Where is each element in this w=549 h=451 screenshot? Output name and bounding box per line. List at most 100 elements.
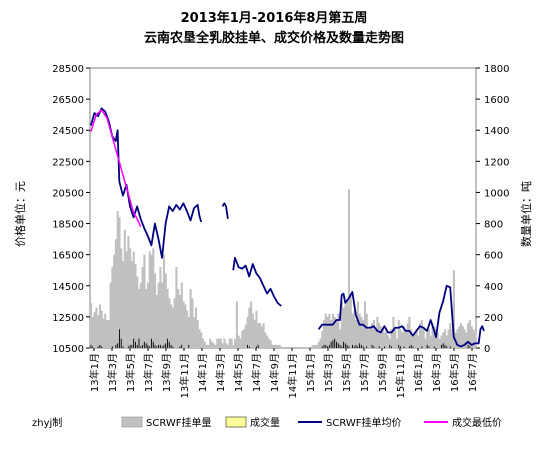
listing-volume-bar xyxy=(467,323,470,348)
listing-volume-bar xyxy=(433,326,436,348)
deal-volume-bar xyxy=(343,341,345,348)
deal-volume-bar xyxy=(332,340,334,348)
listing-avg-price-line xyxy=(232,256,282,307)
deal-volume-bar xyxy=(135,341,136,348)
deal-volume-bar xyxy=(355,344,357,348)
listing-volume-bar xyxy=(376,316,379,348)
listing-volume-bar xyxy=(262,323,265,348)
listing-volume-bar xyxy=(387,335,390,348)
x-tick-label: 16年5月 xyxy=(448,353,461,392)
legend-deal-volume: 成交量 xyxy=(250,416,280,429)
deal-volume-bar xyxy=(154,344,156,348)
deal-volume-bar xyxy=(330,341,332,348)
listing-volume-bar xyxy=(451,329,454,348)
right-tick-label: 1200 xyxy=(484,157,509,168)
listing-volume-bar xyxy=(390,329,393,348)
listing-volume-bar xyxy=(406,323,409,348)
listing-volume-bar xyxy=(358,313,361,348)
listing-volume-bar xyxy=(372,320,375,348)
x-tick-label: 13年7月 xyxy=(142,353,155,392)
deal-volume-bar xyxy=(151,338,152,348)
listing-volume-bar xyxy=(395,338,399,348)
deal-volume-bar xyxy=(172,346,174,348)
deal-volume-bar xyxy=(366,346,368,348)
listing-volume-bar xyxy=(346,301,349,348)
listing-volume-bar xyxy=(111,267,114,348)
listing-volume-bar xyxy=(113,254,116,348)
listing-volume-bar xyxy=(141,267,144,348)
deal-volume-bar xyxy=(257,344,259,348)
listing-volume-bar xyxy=(250,301,253,348)
listing-volume-bar xyxy=(319,338,322,348)
listing-volume-bar xyxy=(159,267,162,348)
left-tick-label: 28500 xyxy=(52,64,84,75)
listing-volume-bar xyxy=(429,335,432,348)
listing-volume-bar xyxy=(230,338,233,348)
listing-volume-bar xyxy=(356,301,359,348)
deal-volume-bar xyxy=(140,346,142,348)
x-tick-label: 14年1月 xyxy=(196,353,209,392)
deal-volume-bar xyxy=(327,346,328,348)
listing-volume-bar xyxy=(401,332,404,348)
legend-listing-volume: SCRWF挂单量 xyxy=(146,416,212,429)
source-note: zhyj制 xyxy=(32,416,62,429)
deal-volume-bar xyxy=(412,346,414,348)
listing-volume-bar xyxy=(198,329,201,348)
listing-volume-bar xyxy=(202,338,205,348)
listing-volume-bar xyxy=(267,338,270,348)
deal-volume-bar xyxy=(138,338,140,348)
listing-volume-bar xyxy=(166,288,169,348)
listing-volume-bar xyxy=(120,248,123,348)
deal-volume-bar xyxy=(117,343,119,348)
deal-volume-bar xyxy=(359,343,361,348)
deal-volume-bar xyxy=(469,346,471,348)
deal-volume-bar xyxy=(421,346,423,348)
listing-volume-bar xyxy=(367,329,370,348)
left-axis-ticks: 10500 12500 14500 16500 18500 20500 22500 24500… xyxy=(52,64,90,355)
listing-volume-bar xyxy=(127,236,130,348)
listing-volume-bar xyxy=(363,301,367,348)
deal-volume-bar xyxy=(170,344,172,348)
listing-volume-bar xyxy=(399,329,402,348)
listing-volume-bar xyxy=(355,320,358,348)
listing-volume-bar xyxy=(145,288,148,348)
y-axis-label-right: 数量单位：吨 xyxy=(519,181,533,247)
listing-volume-bar xyxy=(244,324,247,348)
deal-volume-bar xyxy=(115,344,117,348)
listing-volume-bar xyxy=(417,335,420,348)
listing-volume-bar xyxy=(349,295,352,348)
listing-volume-bar xyxy=(326,316,329,348)
deal-volume-bar xyxy=(136,344,138,348)
listing-volume-bar xyxy=(463,329,466,348)
x-tick-label: 13年11月 xyxy=(178,353,191,398)
listing-volume-bar xyxy=(472,329,475,348)
listing-volume-bar xyxy=(146,282,149,348)
listing-volume-bar xyxy=(134,264,137,348)
listing-volume-bar xyxy=(275,344,278,348)
listing-volume-bar xyxy=(374,329,377,348)
x-tick-label: 13年1月 xyxy=(88,353,101,392)
listing-volume-bar xyxy=(170,304,173,348)
deal-volume-bar xyxy=(337,343,339,348)
deal-volume-bar xyxy=(426,344,428,348)
listing-volume-bar xyxy=(138,288,141,348)
deal-volume-bar xyxy=(403,346,405,348)
listing-volume-bar xyxy=(210,341,214,348)
x-tick-label: 15年9月 xyxy=(376,353,389,392)
listing-volume-bar xyxy=(321,330,324,348)
deal-volume-bar xyxy=(143,341,145,348)
listing-volume-bar xyxy=(212,343,215,348)
listing-volume-bar xyxy=(422,329,425,348)
listing-volume-bar xyxy=(365,313,368,348)
listing-volume-bar xyxy=(139,282,142,348)
deal-volume-bar xyxy=(131,344,133,348)
listing-volume-bar xyxy=(388,338,391,348)
listing-volume-bar xyxy=(123,229,126,348)
deal-volume-bar xyxy=(339,344,341,348)
listing-volume-bar xyxy=(104,313,107,348)
listing-volume-bar xyxy=(223,338,226,348)
listing-volume-bar xyxy=(102,318,105,348)
deal-volume-bar xyxy=(255,346,257,348)
x-tick-label: 14年3月 xyxy=(214,353,227,392)
listing-volume-bar xyxy=(312,344,315,348)
